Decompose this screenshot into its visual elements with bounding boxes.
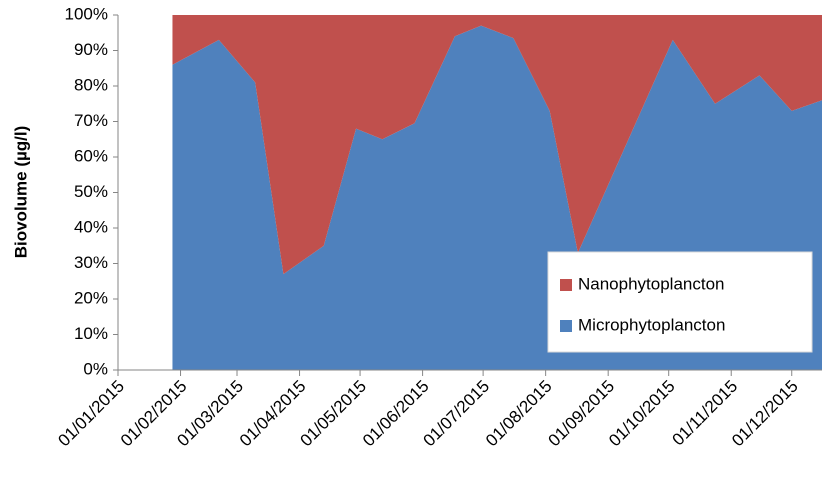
legend-label: Microphytoplancton <box>578 315 725 334</box>
y-tick-label: 100% <box>65 4 108 23</box>
y-tick-label: 80% <box>74 75 108 94</box>
area <box>172 15 823 275</box>
x-tick-label: 01/08/2015 <box>482 377 556 451</box>
y-tick-label: 70% <box>74 111 108 130</box>
y-tick-label: 40% <box>74 217 108 236</box>
legend-label: Nanophytoplancton <box>578 274 725 293</box>
y-tick-label: 90% <box>74 40 108 59</box>
legend-swatch <box>560 279 572 291</box>
y-tick-label: 10% <box>74 324 108 343</box>
y-tick-label: 0% <box>83 359 108 378</box>
x-tick-label: 01/01/2015 <box>54 377 128 451</box>
y-tick-label: 60% <box>74 146 108 165</box>
y-tick-label: 20% <box>74 288 108 307</box>
legend-swatch <box>560 320 572 332</box>
y-tick-label: 30% <box>74 253 108 272</box>
y-tick-label: 50% <box>74 182 108 201</box>
legend-box <box>547 251 813 353</box>
x-tick-label: 01/05/2015 <box>296 377 370 451</box>
y-axis-label: Biovolume (µg/l) <box>11 126 30 259</box>
x-tick-label: 01/07/2015 <box>420 377 494 451</box>
x-tick-label: 01/12/2015 <box>728 377 802 451</box>
x-tick-label: 01/10/2015 <box>605 377 679 451</box>
